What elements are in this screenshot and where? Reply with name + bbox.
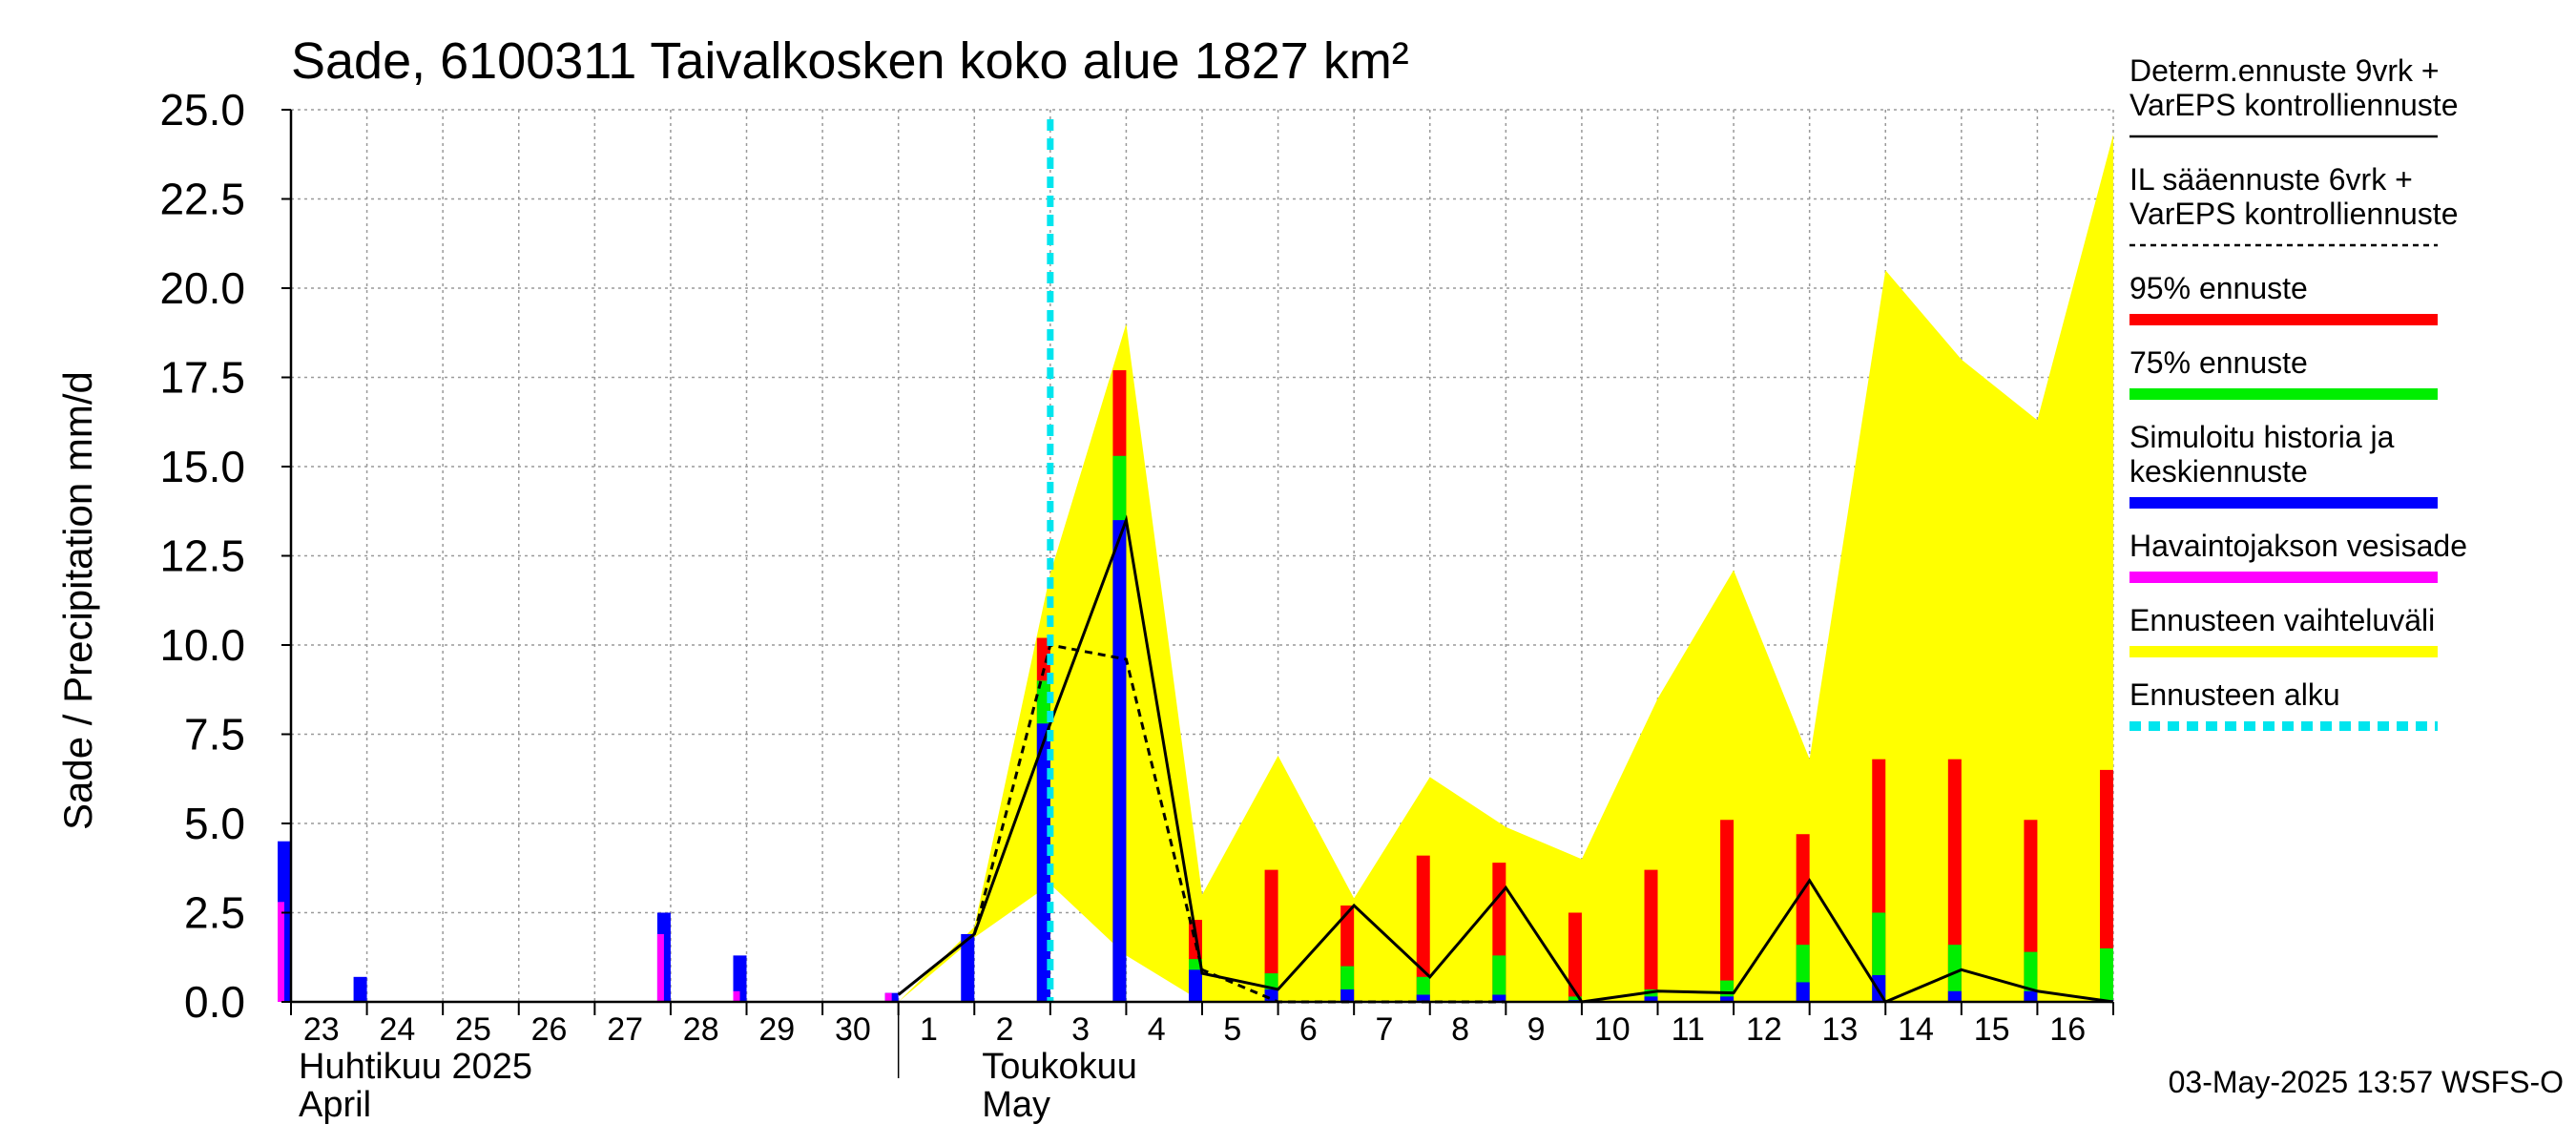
x-tick-label: 13 [1822,1011,1859,1048]
bar-p75 [2100,947,2113,1002]
bar-p95 [1264,869,1278,1002]
x-tick-label: 24 [379,1011,415,1048]
bar-p95 [1947,759,1962,1002]
y-tick-label: 17.5 [159,353,245,403]
y-tick-label: 15.0 [159,442,245,491]
x-tick-label: 12 [1746,1011,1782,1048]
bar-p75 [1568,996,1582,1002]
bar-median [1112,520,1127,1002]
x-tick-label: 27 [607,1011,643,1048]
bar-median [1947,990,1962,1002]
x-tick-label: 25 [455,1011,491,1048]
legend-label: Determ.ennuste 9vrk + [2129,53,2440,88]
bar-p95 [1416,855,1430,1002]
x-tick-label: 10 [1594,1011,1631,1048]
month-label: Huhtikuu 2025 [299,1047,532,1087]
x-tick-label: 11 [1672,1011,1705,1048]
axes: 0.0 2.5 5.0 7.5 10.0 12.5 15.0 17.5 20.0 22.5 25.0… [159,85,2114,1125]
bar-median [1492,994,1506,1002]
x-tick-label: 14 [1898,1011,1934,1048]
month-label: Toukokuu [982,1047,1137,1087]
x-tick-label: 15 [1974,1011,2010,1048]
month-label-english: April [299,1085,371,1125]
bar-p75 [1492,955,1506,1002]
bar-observed [733,990,740,1002]
legend-label: VarEPS kontrolliennuste [2129,197,2458,231]
bar-median [1416,994,1430,1002]
forecast-range-band [898,135,2113,1002]
bar-median [1189,969,1202,1002]
x-tick-label: 7 [1375,1011,1393,1048]
y-tick-label: 2.5 [184,888,245,938]
bar-observed [278,902,284,1002]
y-tick-label: 22.5 [159,175,245,224]
bar-median [2024,990,2038,1002]
x-tick-label: 5 [1223,1011,1241,1048]
x-tick-label: 29 [758,1011,795,1048]
legend-label: 75% ennuste [2129,345,2308,380]
line-il-forecast [972,643,1506,1004]
bar-p95 [1644,869,1658,1002]
y-tick-label: 25.0 [159,85,245,135]
x-tick-label: 6 [1299,1011,1318,1048]
bar-median [353,976,367,1002]
plot-area [278,109,2114,1004]
legend-label: Simuloitu historia ja [2129,420,2395,454]
x-tick-label: 4 [1148,1011,1166,1048]
line-deterministic [897,514,2114,1004]
legend-label: VarEPS kontrolliennuste [2129,88,2458,122]
bar-median [1644,996,1658,1002]
x-tick-label: 8 [1451,1011,1469,1048]
legend-label: keskiennuste [2129,454,2308,489]
legend-label: Ennusteen vaihteluväli [2129,603,2435,637]
x-tick-label: 30 [835,1011,871,1048]
legend-label: IL sääennuste 6vrk + [2129,162,2413,197]
x-tick-label: 3 [1071,1011,1090,1048]
x-tick-label: 2 [996,1011,1014,1048]
bar-median [1796,982,1810,1002]
bar-median [1720,996,1735,1002]
bar-median [733,955,747,1002]
legend: Determ.ennuste 9vrk +VarEPS kontrollienn… [2129,53,2467,731]
x-tick-label: 16 [2049,1011,2086,1048]
x-tick-label: 23 [303,1011,340,1048]
bar-p95 [2100,769,2113,1002]
bar-p95 [1568,912,1582,1002]
y-tick-label: 7.5 [184,710,245,760]
bar-p95 [1720,820,1735,1002]
y-axis-label: Sade / Precipitation mm/d [55,371,100,830]
bar-observed [884,992,892,1002]
bar-observed [656,933,664,1002]
x-tick-label: 9 [1527,1011,1546,1048]
month-label-english: May [982,1085,1050,1125]
y-tick-label: 12.5 [159,531,245,581]
bar-median [1340,989,1355,1002]
y-tick-label: 5.0 [184,799,245,848]
legend-label: 95% ennuste [2129,271,2308,305]
chart-title: Sade, 6100311 Taivalkosken koko alue 182… [291,32,1409,90]
legend-label: Ennusteen alku [2129,677,2340,712]
timestamp: 03-May-2025 13:57 WSFS-O [2169,1065,2564,1099]
y-tick-label: 20.0 [159,263,245,313]
x-tick-label: 1 [920,1011,938,1048]
x-tick-label: 26 [531,1011,568,1048]
x-tick-label: 28 [683,1011,719,1048]
y-tick-label: 0.0 [184,977,245,1027]
bar-median [961,933,975,1002]
legend-label: Havaintojakson vesisade [2129,529,2467,563]
y-tick-label: 10.0 [159,620,245,670]
